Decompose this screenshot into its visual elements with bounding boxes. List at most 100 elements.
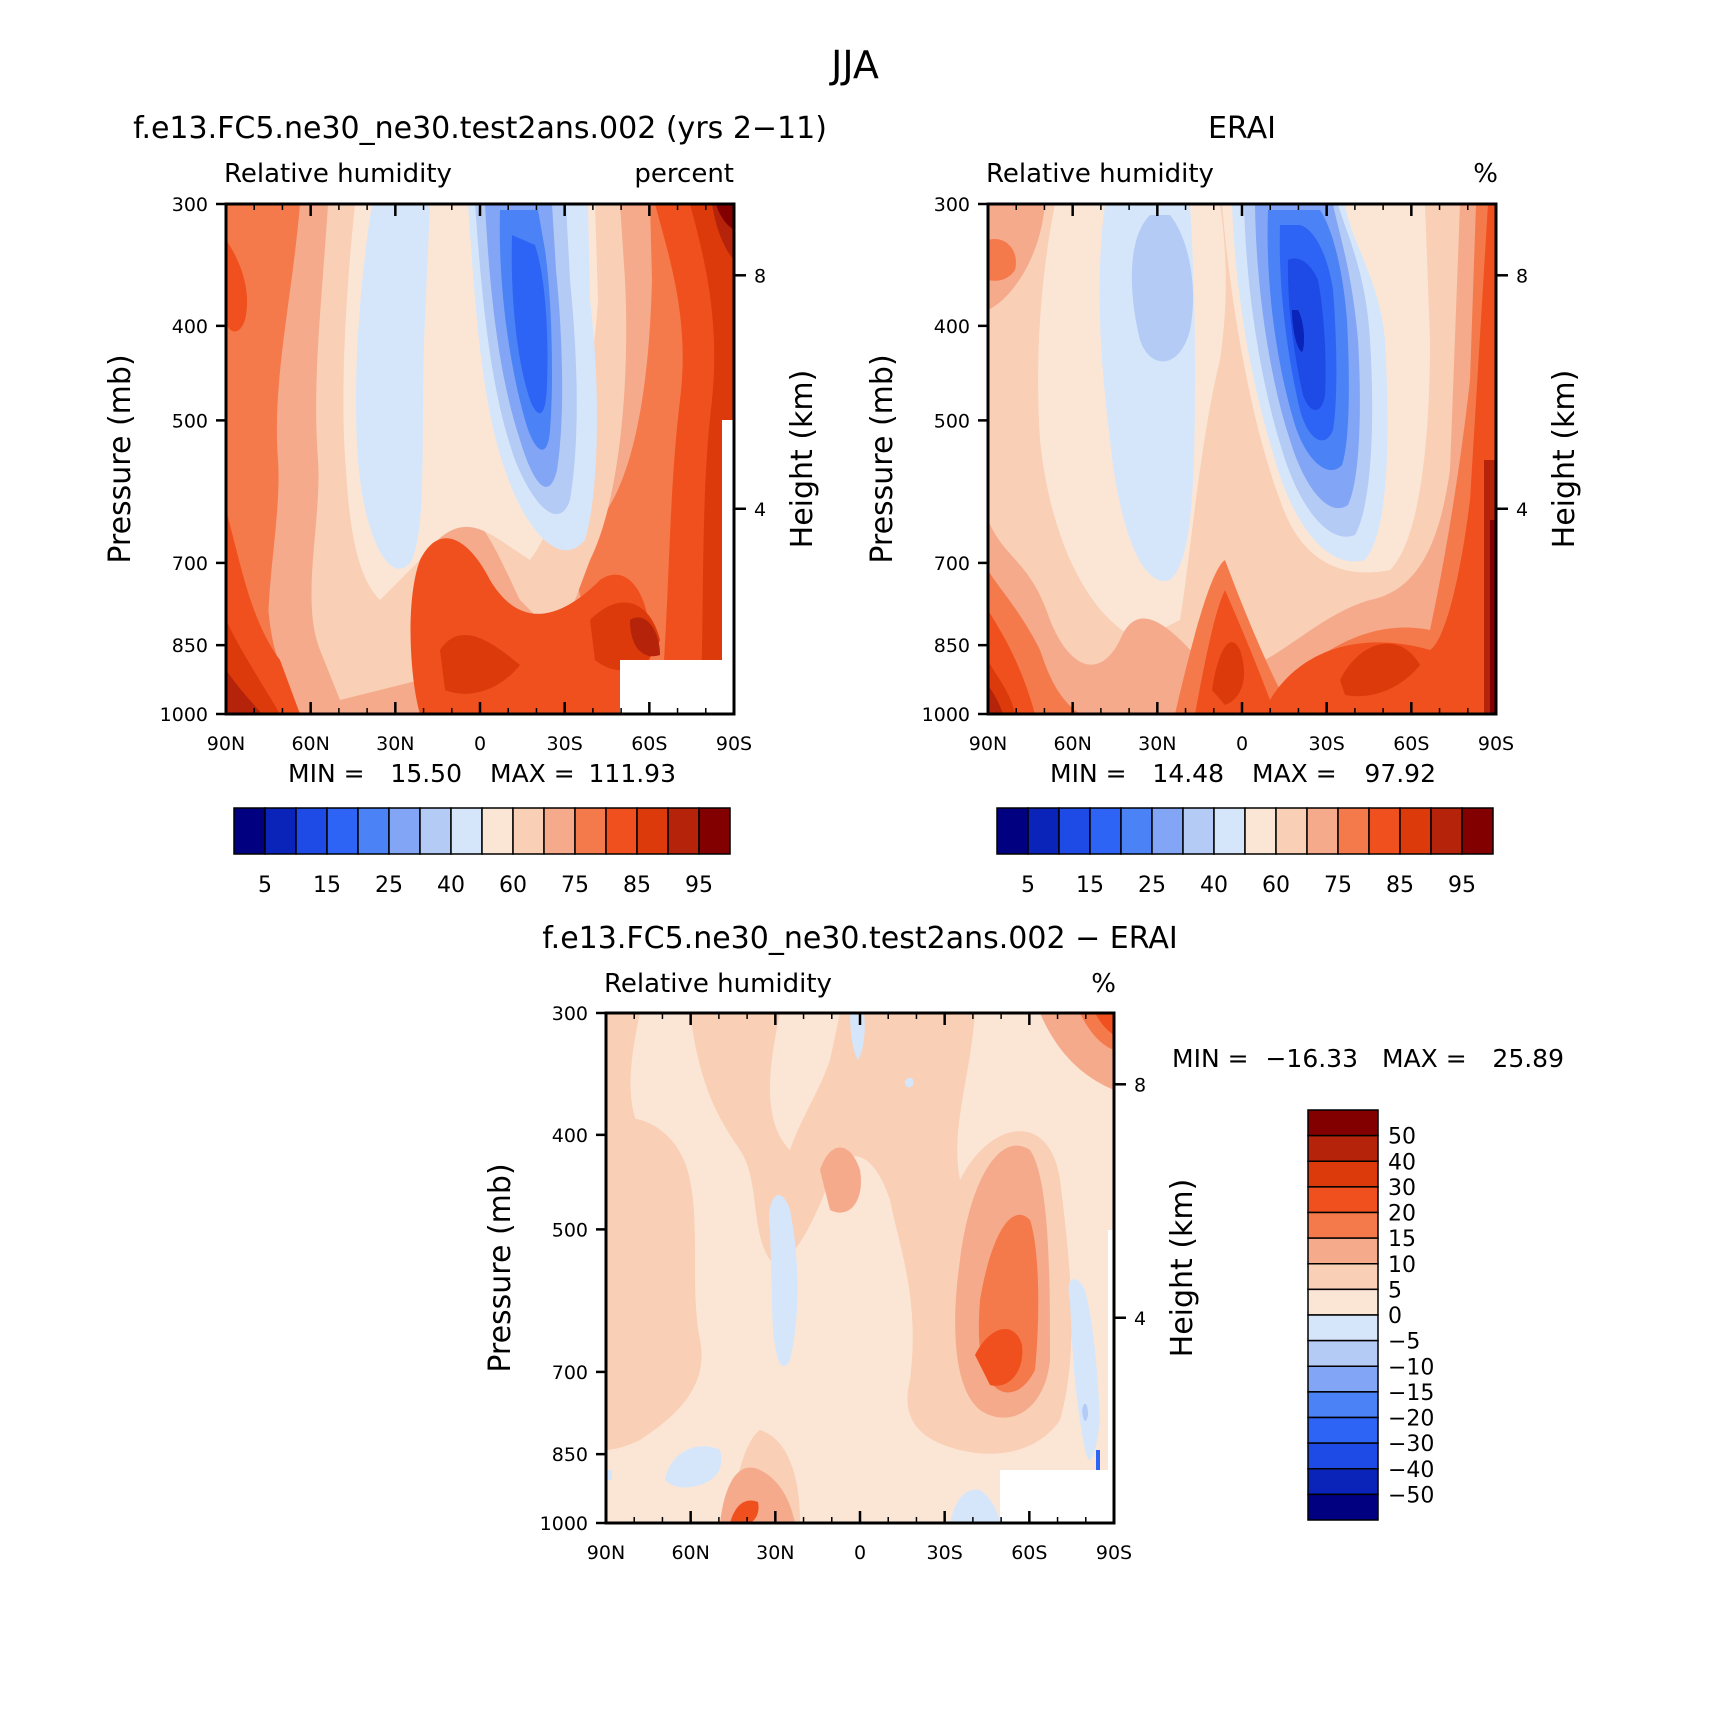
x-tick-label: 90S xyxy=(716,733,752,755)
panel-obs-contours xyxy=(988,204,1496,714)
colorbar-swatch xyxy=(1307,1391,1379,1419)
colorbar-label: −50 xyxy=(1388,1483,1434,1508)
colorbar-swatch xyxy=(1275,807,1308,855)
contour-band xyxy=(716,204,734,230)
contour-band xyxy=(820,1147,861,1213)
max-label: MAX = xyxy=(1252,759,1337,788)
colorbar-swatch xyxy=(1151,807,1184,855)
panel-model-right-label: percent xyxy=(634,159,734,189)
y-tick-label: 300 xyxy=(172,194,208,216)
contour-band xyxy=(905,1077,914,1088)
y-tick-label: 400 xyxy=(552,1125,588,1147)
contour-band xyxy=(988,204,1045,310)
y-tick-label: 500 xyxy=(172,410,208,432)
max-label: MAX = xyxy=(1382,1044,1467,1073)
colorbar-swatch xyxy=(1307,1263,1379,1291)
y-tick-label: 400 xyxy=(934,316,970,338)
colorbar-label: −30 xyxy=(1388,1432,1434,1457)
y-tick-label: 1000 xyxy=(922,704,970,726)
panel-obs-left-label: Relative humidity xyxy=(986,159,1214,189)
x-tick-label: 60S xyxy=(1011,1542,1047,1564)
colorbar-swatch xyxy=(636,807,669,855)
colorbar-label: 95 xyxy=(1448,873,1476,898)
colorbar-swatch xyxy=(481,807,514,855)
panel-obs-right-label: % xyxy=(1473,159,1498,189)
figure-title: JJA xyxy=(829,43,879,87)
colorbar-label: 0 xyxy=(1388,1304,1402,1329)
min-label: MIN = xyxy=(288,759,365,788)
y2-tick-label: 8 xyxy=(1134,1074,1146,1096)
panel-obs-axes: 90N 60N 30N 0 30S 60S 90S 300 400 500 700 850 1000 8 4 xyxy=(922,194,1528,755)
panel-model-left-label: Relative humidity xyxy=(224,159,452,189)
colorbar-label: 15 xyxy=(1076,873,1104,898)
colorbar-swatch xyxy=(1430,807,1463,855)
max-value: 111.93 xyxy=(589,759,676,788)
contour-band xyxy=(1082,1403,1088,1422)
colorbar-swatch xyxy=(450,807,483,855)
min-label: MIN = xyxy=(1172,1044,1249,1073)
contour-band xyxy=(769,1195,798,1367)
colorbar-swatch xyxy=(419,807,452,855)
panel-obs-title: ERAI xyxy=(1208,111,1276,146)
contour-band xyxy=(511,235,548,414)
colorbar-swatch xyxy=(1461,807,1494,855)
panel-diff: f.e13.FC5.ne30_ne30.test2ans.002 − ERAI … xyxy=(483,921,1564,1564)
colorbar-swatch xyxy=(1120,807,1153,855)
x-tick-label: 90S xyxy=(1478,733,1514,755)
missing-data-mask xyxy=(1000,1470,1114,1523)
colorbar-obs: 5 15 25 40 60 75 85 95 xyxy=(996,807,1494,898)
colorbar-swatch xyxy=(233,807,266,855)
x-tick-label: 30S xyxy=(927,1542,963,1564)
colorbar-swatch xyxy=(1307,1468,1379,1496)
contour-band xyxy=(606,1013,640,1140)
colorbar-swatch xyxy=(1307,1186,1379,1214)
colorbar-swatch xyxy=(543,807,576,855)
colorbar-label: 15 xyxy=(1388,1227,1416,1252)
min-label: MIN = xyxy=(1050,759,1127,788)
colorbar-label: 40 xyxy=(1388,1150,1416,1175)
y2-tick-label: 4 xyxy=(1516,499,1528,521)
x-tick-label: 30S xyxy=(1309,733,1345,755)
max-value: 25.89 xyxy=(1492,1044,1564,1073)
colorbar-label: 25 xyxy=(1138,873,1166,898)
x-tick-label: 60N xyxy=(291,733,329,755)
x-tick-label: 30S xyxy=(547,733,583,755)
panel-diff-left-label: Relative humidity xyxy=(604,969,832,999)
colorbar-label: 60 xyxy=(499,873,527,898)
y-tick-label: 700 xyxy=(552,1362,588,1384)
colorbar-label: 5 xyxy=(1021,873,1035,898)
colorbar-swatch xyxy=(1399,807,1432,855)
colorbar-swatch xyxy=(1307,1288,1379,1316)
colorbar-swatch xyxy=(1213,807,1246,855)
y2-tick-label: 4 xyxy=(1134,1308,1146,1330)
contour-band xyxy=(1131,215,1194,362)
colorbar-label: 5 xyxy=(1388,1278,1402,1303)
contour-band xyxy=(665,1446,722,1488)
missing-data-mask xyxy=(722,420,734,660)
contour-band xyxy=(988,685,1003,714)
panel-model-title: f.e13.FC5.ne30_ne30.test2ans.002 (yrs 2−… xyxy=(133,111,827,146)
y-axis-label: Pressure (mb) xyxy=(483,1163,518,1372)
panel-model-contours xyxy=(226,204,734,714)
y2-axis-label: Height (km) xyxy=(785,370,820,549)
x-tick-label: 0 xyxy=(474,733,486,755)
contour-band xyxy=(1068,1279,1100,1460)
panel-diff-title: f.e13.FC5.ne30_ne30.test2ans.002 − ERAI xyxy=(542,921,1177,956)
x-tick-label: 90N xyxy=(207,733,245,755)
colorbar-swatch xyxy=(1244,807,1277,855)
colorbar-swatch xyxy=(698,807,731,855)
colorbar-label: 40 xyxy=(437,873,465,898)
colorbar-swatch xyxy=(1307,1493,1379,1521)
panel-diff-right-label: % xyxy=(1091,969,1116,999)
y2-tick-label: 8 xyxy=(754,265,766,287)
missing-data-mask xyxy=(620,660,734,714)
panel-obs: ERAI Relative humidity % xyxy=(865,111,1582,898)
x-tick-label: 30N xyxy=(376,733,414,755)
colorbar-swatch xyxy=(1307,1339,1379,1367)
colorbar-label: 60 xyxy=(1262,873,1290,898)
colorbar-swatch xyxy=(996,807,1029,855)
y2-tick-label: 8 xyxy=(1516,265,1528,287)
contour-band xyxy=(950,1489,1000,1523)
colorbar-label: 95 xyxy=(685,873,713,898)
